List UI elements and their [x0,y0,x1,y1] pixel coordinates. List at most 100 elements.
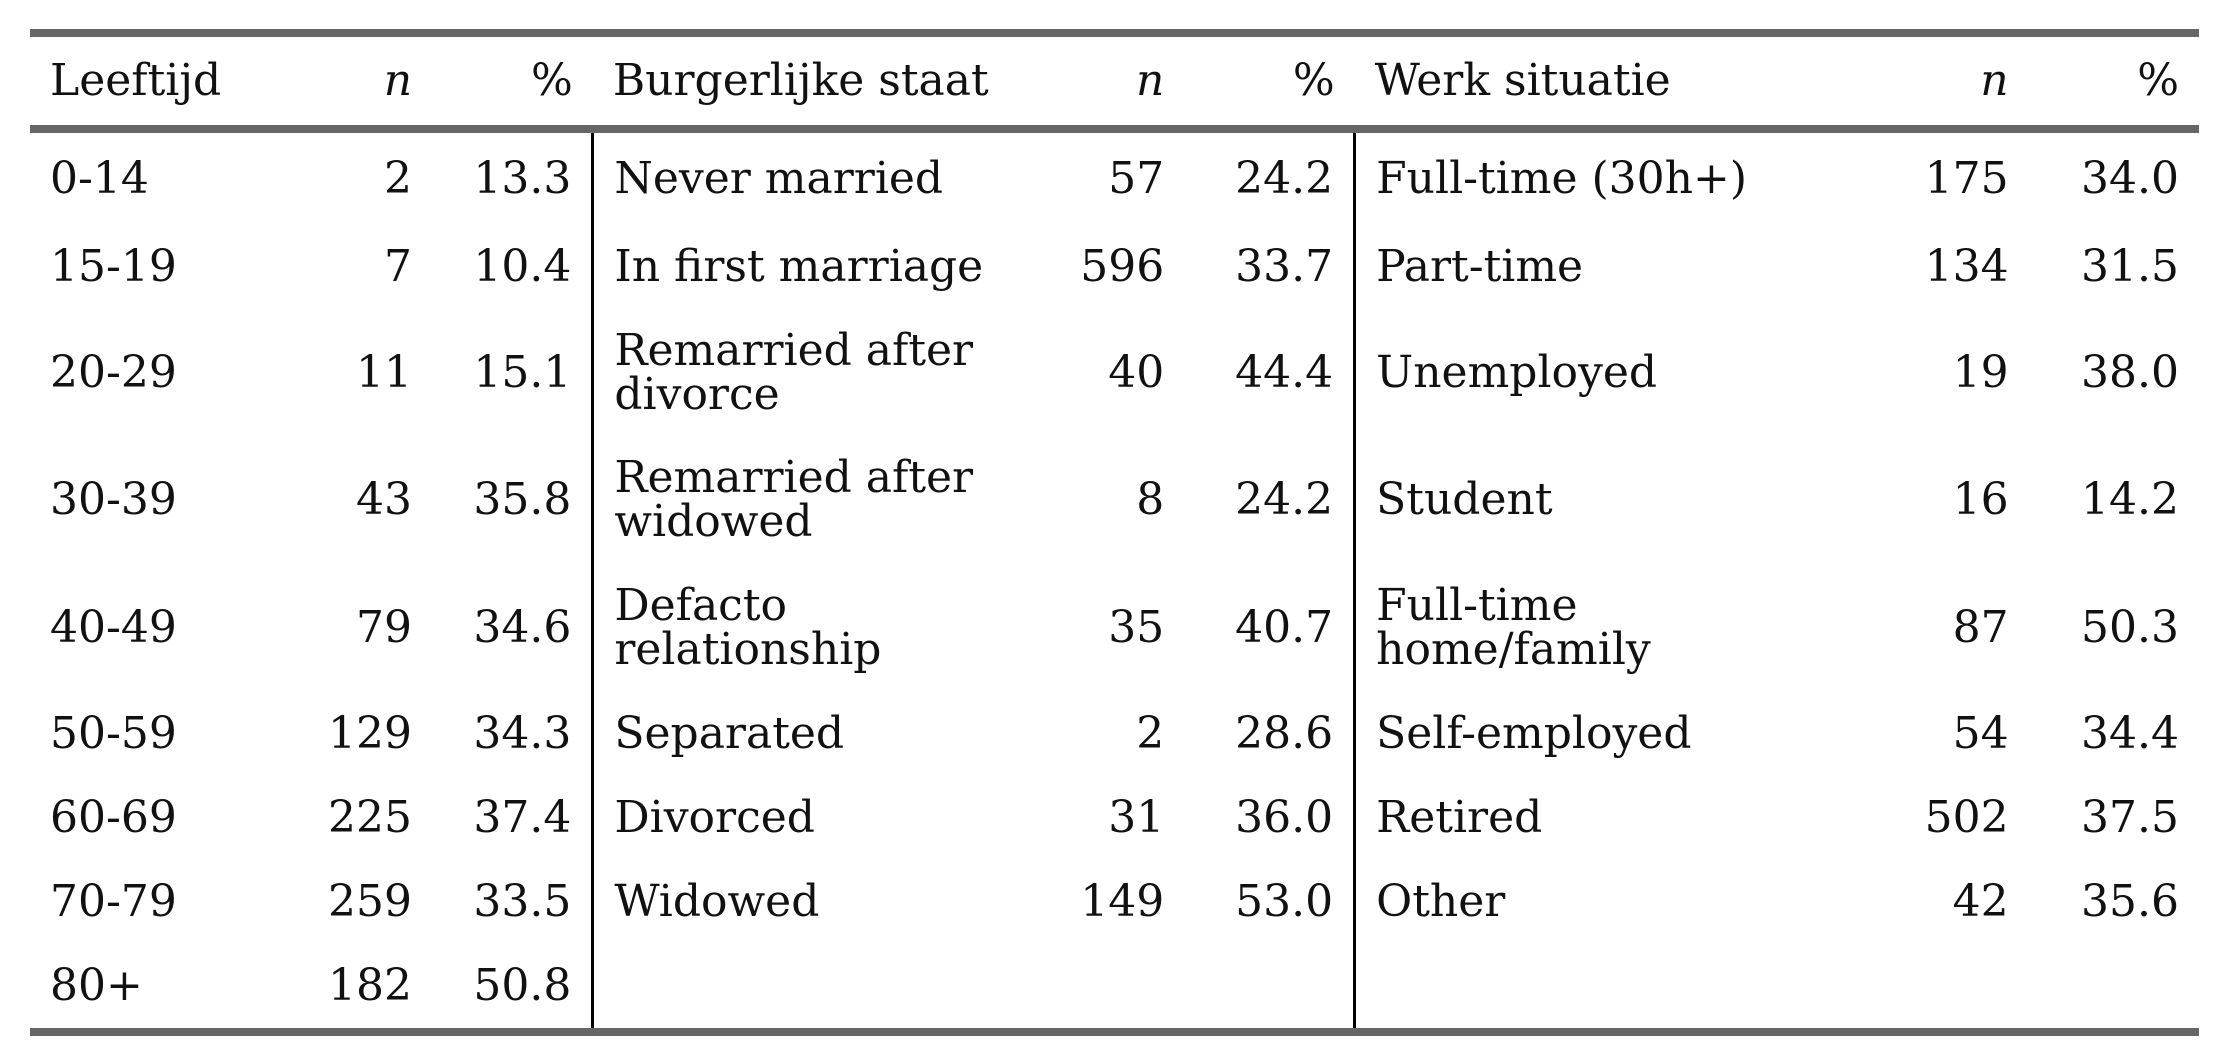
cell-work-percent: 35.6 [2081,876,2179,927]
cell-work-n: 54 [1952,708,2009,759]
cell-work-percent: 34.0 [2081,153,2179,204]
cell-age-percent: 13.3 [432,129,595,225]
cell-age: 0-14 [50,153,149,204]
table-row: 30-39 43 35.8 Remarried after widowed 8 24.2 S… [30,436,2199,564]
cell-work-situation: Full-time home/family [1376,580,1651,675]
header-age: Leeftijd [50,55,222,106]
cell-work-n: 16 [1952,474,2009,525]
cell-marital-percent: 53.0 [1184,860,1357,944]
header-age-n: n [383,55,413,106]
cell-marital-status [593,944,1034,1032]
table-row: 60-69 225 37.4 Divorced 31 36.0 Retired 502 37.5 [30,776,2199,860]
cell-age: 70-79 [50,876,177,927]
cell-marital-n: 35 [1108,602,1165,653]
cell-work-percent: 38.0 [2081,346,2179,398]
cell-age-percent: 35.8 [432,436,595,564]
cell-age: 60-69 [50,792,177,843]
header-marital-percent: % [1292,55,1335,106]
cell-marital-percent: 44.4 [1184,309,1357,436]
cell-marital-n: 149 [1080,876,1165,927]
cell-work-n: 134 [1924,241,2009,292]
cell-marital-percent: 24.2 [1184,129,1357,225]
cell-marital-status: Divorced [614,792,815,843]
table-row: 20-29 11 15.1 Remarried after divorce 40 44.4… [30,309,2199,436]
table-row: 0-14 2 13.3 Never married 57 24.2 Full-time (3… [30,129,2199,225]
cell-age-percent: 15.1 [432,309,595,436]
cell-work-n: 87 [1952,602,2009,653]
cell-marital-status: Separated [614,708,845,759]
cell-marital-status: Never married [614,153,944,204]
cell-age: 80+ [50,960,143,1011]
cell-age-n: 182 [328,960,413,1011]
cell-work-situation [1355,944,1862,1032]
cell-marital-n: 31 [1108,792,1165,843]
cell-age-percent: 50.8 [432,944,595,1032]
header-marital-n: n [1135,55,1165,106]
cell-marital-status: Remarried after widowed [614,452,974,547]
cell-work-situation: Other [1376,876,1506,927]
cell-marital-n [1034,944,1184,1032]
cell-marital-percent: 24.2 [1184,436,1357,564]
cell-work-percent: 50.3 [2081,602,2179,653]
header-row: Leeftijd n % Burgerlijke staat n % Werk … [30,33,2199,129]
cell-age: 40-49 [50,602,177,653]
cell-work-situation: Self-employed [1376,708,1692,759]
cell-marital-status: Remarried after divorce [614,324,974,420]
cell-age: 15-19 [50,241,177,292]
cell-age-n: 79 [356,602,413,653]
cell-work-n: 502 [1924,792,2009,843]
table-container: Leeftijd n % Burgerlijke staat n % Werk … [30,29,2199,1036]
cell-age-percent: 34.3 [432,692,595,776]
table-row: 15-19 7 10.4 In first marriage 596 33.7 Part-t… [30,225,2199,309]
cell-age-percent: 37.4 [432,776,595,860]
cell-work-situation: Part-time [1376,241,1584,292]
cell-age-n: 11 [356,346,413,398]
cell-work-situation: Unemployed [1376,346,1658,398]
cell-marital-n: 8 [1136,474,1165,525]
header-work-situation: Werk situatie [1374,55,1671,106]
cell-work-situation: Full-time (30h+) [1376,153,1748,204]
cell-marital-n: 57 [1108,153,1165,204]
cell-age-percent: 34.6 [432,564,595,692]
cell-marital-percent [1184,944,1357,1032]
header-marital-status: Burgerlijke staat [612,55,989,106]
cell-marital-status: Widowed [614,876,820,927]
cell-age: 30-39 [50,474,177,525]
table-row: 50-59 129 34.3 Separated 2 28.6 Self-employed 5… [30,692,2199,776]
table-row: 40-49 79 34.6 Defacto relationship 35 40.7 Ful… [30,564,2199,692]
cell-marital-percent: 40.7 [1184,564,1357,692]
cell-work-percent [2029,944,2199,1032]
cell-marital-n: 2 [1136,708,1165,759]
cell-marital-percent: 28.6 [1184,692,1357,776]
cell-marital-n: 40 [1108,346,1165,398]
cell-work-situation: Student [1376,474,1553,525]
cell-marital-status: Defacto relationship [614,580,882,675]
cell-age: 20-29 [50,346,177,398]
cell-work-percent: 14.2 [2081,474,2179,525]
cell-marital-percent: 36.0 [1184,776,1357,860]
cell-age-n: 2 [384,153,413,204]
cell-age-percent: 33.5 [432,860,595,944]
table-body: 0-14 2 13.3 Never married 57 24.2 Full-time (3… [30,129,2199,1032]
cell-age: 50-59 [50,708,177,759]
cell-work-n: 175 [1924,153,2009,204]
cell-age-n: 225 [328,792,413,843]
cell-age-n: 259 [328,876,413,927]
cell-marital-status: In first marriage [614,241,984,292]
header-age-percent: % [531,55,573,106]
table-row: 70-79 259 33.5 Widowed 149 53.0 Other 42 35.6 [30,860,2199,944]
cell-age-n: 7 [384,241,413,292]
cell-age-n: 43 [356,474,413,525]
cell-marital-n: 596 [1080,241,1165,292]
table-row: 80+ 182 50.8 [30,944,2199,1032]
cell-work-percent: 31.5 [2081,241,2179,292]
demographics-table: Leeftijd n % Burgerlijke staat n % Werk … [30,29,2199,1036]
cell-work-n: 19 [1952,346,2009,398]
cell-work-percent: 37.5 [2081,792,2179,843]
cell-age-n: 129 [328,708,413,759]
cell-age-percent: 10.4 [432,225,595,309]
cell-work-n: 42 [1952,876,2009,927]
cell-marital-percent: 33.7 [1184,225,1357,309]
header-work-n: n [1980,55,2009,106]
cell-work-n [1861,944,2028,1032]
